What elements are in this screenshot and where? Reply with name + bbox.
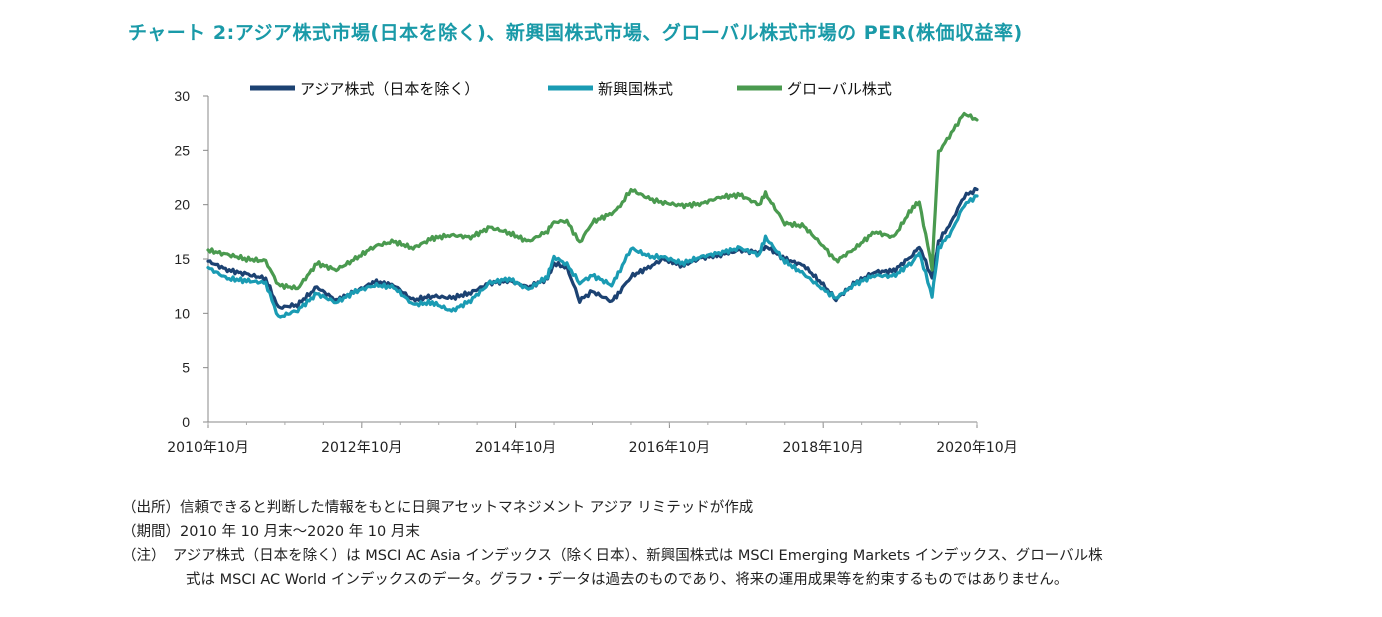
legend-label-2: 新興国株式: [598, 80, 673, 98]
y-tick-label: 15: [174, 251, 190, 267]
note-remarks-continued: 式は MSCI AC World インデックスのデータ。グラフ・データは過去のも…: [186, 572, 1069, 588]
y-tick-label: 20: [174, 197, 190, 213]
legend-label-3: グローバル株式: [787, 80, 892, 98]
y-tick-label: 10: [174, 305, 190, 321]
legend-label-1: アジア株式（日本を除く）: [300, 80, 479, 98]
x-tick-label: 2010年10月: [167, 440, 248, 456]
note-period: （期間）2010 年 10 月末～2020 年 10 月末: [122, 524, 420, 540]
chart-title: チャート 2:アジア株式市場(日本を除く)、新興国株式市場、グローバル株式市場の…: [128, 22, 1023, 44]
x-tick-label: 2018年10月: [782, 440, 863, 456]
note-remarks: （注） アジア株式（日本を除く）は MSCI AC Asia インデックス（除く…: [122, 548, 1103, 564]
note-source: （出所）信頼できると判断した情報をもとに日興アセットマネジメント アジア リミテ…: [122, 500, 754, 516]
x-tick-label: 2016年10月: [629, 440, 710, 456]
y-tick-label: 25: [174, 142, 190, 158]
y-tick-label: 30: [174, 88, 190, 104]
y-tick-label: 0: [182, 414, 190, 430]
y-tick-label: 5: [182, 360, 190, 376]
series-line-2: [206, 194, 979, 319]
x-tick-label: 2014年10月: [475, 440, 556, 456]
footnotes: （出所）信頼できると判断した情報をもとに日興アセットマネジメント アジア リミテ…: [122, 496, 1103, 592]
x-tick-label: 2012年10月: [321, 440, 402, 456]
x-tick-label: 2020年10月: [936, 440, 1017, 456]
series-line-3: [206, 111, 979, 291]
series-line-1: [206, 186, 979, 310]
